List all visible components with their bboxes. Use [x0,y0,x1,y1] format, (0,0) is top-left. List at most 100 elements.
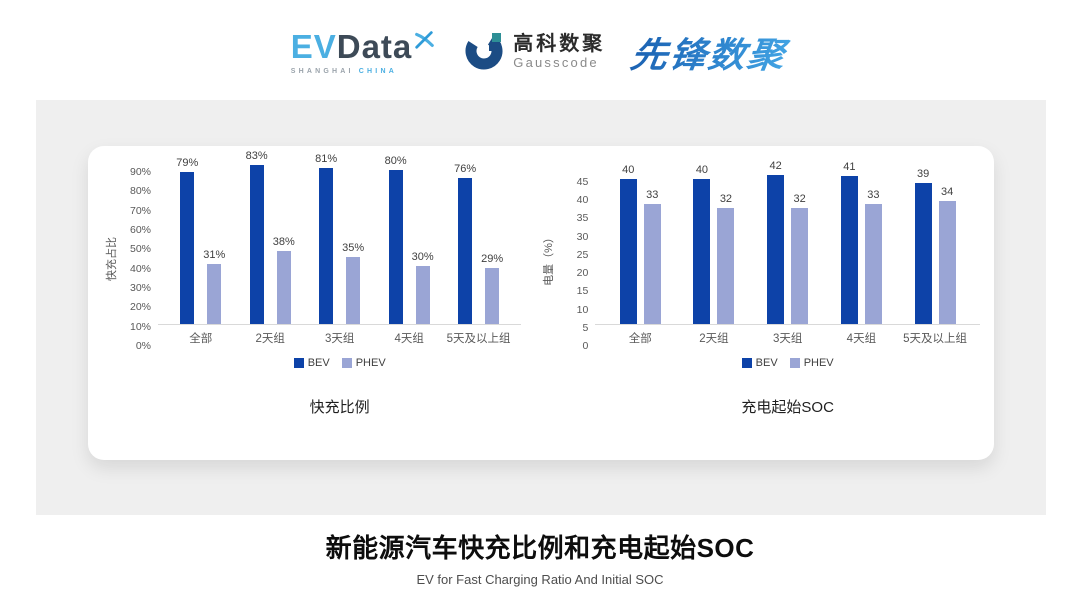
plot-area: 79% 31% 83% 38% 81% 35% 80% 30% 76% 29% 全部 2天组 3天组 4… [158,151,522,346]
page-subtitle: EV for Fast Charging Ratio And Initial S… [416,572,664,587]
y-axis-tick-label: 30 [576,230,589,243]
bar-value-label: 30% [411,251,434,264]
legend-label: BEV [307,357,330,369]
y-axis-tick-label: 40% [129,262,151,275]
phev-bar [485,268,500,324]
bar-value-label: 81% [315,153,338,166]
bar-wrap-bev: 40 [693,161,711,324]
tagline-china: CHINA [358,67,397,75]
x-axis-category-label: 5天及以上组 [446,333,511,345]
page-title: 新能源汽车快充比例和充电起始SOC [325,533,755,563]
bar-value-label: 32 [719,193,733,206]
bar-group: 39 34 [898,161,972,324]
plot-area: 40 33 40 32 42 32 41 33 39 34 全部 2天组 3天组 4天组 5天及以上组 [595,161,980,346]
phev-bar [207,264,222,324]
bar-group: 83% 38% [235,151,304,324]
y-axis-tick-label: 25 [576,248,589,261]
y-axis-tick-label: 35 [576,212,589,225]
bar-wrap-phev: 32 [717,161,735,324]
legend-marker-icon [789,358,800,368]
tagline-shanghai: SHANGHAI [290,67,354,75]
evdata-wordmark: EV Data [291,30,436,63]
phev-bar [346,256,361,324]
bar-group: 41 33 [825,161,899,324]
legend-label: PHEV [803,357,834,369]
phev-bar [643,204,661,324]
bev-bar [388,170,403,324]
legend-label: PHEV [355,357,386,369]
plot-row: 电量（%） 45 40 35 30 25 20 15 10 5 0 40 33 40 32 42 32 41 3… [539,161,980,352]
y-axis-title-text: 电量（%） [543,232,556,286]
x-axis-labels: 全部 2天组 3天组 4天组 5天及以上组 [158,330,521,346]
bar-group: 80% 30% [374,151,443,324]
bar-wrap-phev: 35% [342,151,364,324]
legend: BEV PHEV [595,357,980,369]
bar-value-label: 38% [272,235,295,248]
bar-value-label: 29% [481,253,504,266]
gausscode-g-icon [465,30,505,75]
bev-bar [249,165,264,324]
bar-wrap-phev: 29% [481,151,503,324]
bev-bar [319,168,334,324]
bar-group: 40 33 [603,161,677,324]
x-axis-category-label: 全部 [628,333,652,345]
legend-item-phev: PHEV [789,357,834,369]
bev-bar [840,175,858,324]
gausscode-text: 高科数聚 Gausscode [513,33,605,70]
bar-value-label: 34 [940,185,954,198]
y-axis-tick-label: 0 [582,339,589,352]
chart-panel: 快充占比 90% 80% 70% 60% 50% 40% 30% 20% 10% 0% 79% 31… [36,100,1046,515]
bar-group: 79% 31% [166,151,235,324]
bar-wrap-phev: 31% [203,151,225,324]
bar-groups: 40 33 40 32 42 32 41 33 39 34 [595,161,980,325]
y-axis-tick-label: 80% [129,185,151,198]
y-axis-ticks: 90% 80% 70% 60% 50% 40% 30% 20% 10% 0% [120,166,158,352]
bar-value-label: 33 [867,189,880,202]
phev-bar [791,208,809,324]
legend-marker-icon [741,358,752,368]
bar-wrap-bev: 42 [767,160,785,324]
bev-bar [693,179,711,324]
legend-label: BEV [755,357,778,369]
chart-card: 快充占比 90% 80% 70% 60% 50% 40% 30% 20% 10% 0% 79% 31… [88,146,994,460]
bar-wrap-phev: 34 [938,161,956,324]
bar-wrap-phev: 33 [643,161,661,324]
bar-group: 76% 29% [444,151,513,324]
chart-title: 快充比例 [309,399,370,416]
phev-bar [415,266,430,324]
y-axis-tick-label: 45 [576,176,589,188]
bar-value-label: 80% [384,155,407,168]
bar-wrap-phev: 32 [791,161,809,324]
y-axis-tick-label: 30% [129,281,151,294]
y-axis-ticks: 45 40 35 30 25 20 15 10 5 0 [557,176,595,352]
x-axis-category-label: 3天组 [772,333,803,345]
legend: BEV PHEV [158,357,521,369]
chart-title: 充电起始SOC [741,399,834,416]
y-axis-title-text: 快充占比 [106,237,118,281]
pioneer-data-logo: 先锋数聚 [628,27,797,78]
evdata-ev-text: EV [290,27,337,65]
gausscode-logo: 高科数聚 Gausscode [465,30,605,75]
chart-fast-charging-ratio: 快充占比 90% 80% 70% 60% 50% 40% 30% 20% 10% 0% 79% 31… [98,151,522,460]
y-axis-tick-label: 20% [129,301,151,314]
bar-wrap-bev: 39 [914,161,932,324]
bar-wrap-phev: 30% [412,151,434,324]
y-axis-tick-label: 15 [576,285,589,298]
pinwheel-x-icon [413,22,435,55]
bar-group: 81% 35% [305,151,374,324]
bar-group: 42 32 [751,161,825,324]
gausscode-chinese-name: 高科数聚 [513,33,606,56]
bev-bar [619,179,637,324]
plot-row: 快充占比 90% 80% 70% 60% 50% 40% 30% 20% 10% 0% 79% 31… [102,151,522,352]
gausscode-english-name: Gausscode [513,55,599,71]
bar-value-label: 35% [342,241,365,254]
bar-value-label: 41 [843,160,856,173]
y-axis-tick-label: 60% [129,223,151,236]
x-axis-labels: 全部 2天组 3天组 4天组 5天及以上组 [595,330,980,346]
legend-marker-icon [341,358,352,368]
bar-value-label: 42 [769,160,782,172]
evdata-tagline: SHANGHAI CHINA [291,68,397,75]
bar-value-label: 79% [176,157,199,170]
bar-wrap-bev: 83% [246,151,268,324]
bar-value-label: 83% [245,150,268,162]
